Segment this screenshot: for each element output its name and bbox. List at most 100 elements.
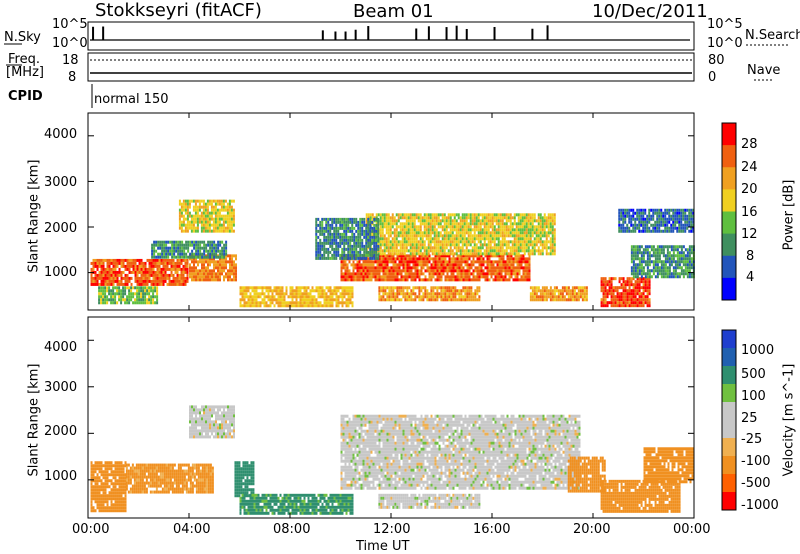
range-cell [201, 263, 203, 267]
range-cell [389, 216, 392, 220]
range-cell [340, 278, 343, 282]
range-cell [579, 292, 582, 296]
range-cell [499, 234, 502, 238]
range-cell [447, 243, 450, 247]
range-cell [483, 216, 486, 220]
range-cell [357, 253, 360, 257]
range-cell [610, 289, 613, 293]
range-cell [196, 199, 199, 203]
range-cell [357, 244, 360, 248]
range-cell [648, 226, 651, 230]
range-cell [469, 228, 472, 232]
range-cell [356, 278, 359, 282]
range-cell [417, 231, 420, 235]
range-cell [626, 214, 629, 218]
range-cell [622, 289, 625, 293]
range-cell [495, 213, 498, 217]
range-cell [193, 269, 195, 273]
range-cell [391, 237, 394, 241]
range-cell [602, 304, 605, 308]
range-cell [377, 232, 380, 236]
range-cell [361, 247, 364, 251]
range-cell [553, 234, 556, 238]
range-cell [384, 275, 387, 279]
range-cell [161, 243, 164, 247]
range-cell [92, 258, 95, 262]
range-cell [311, 286, 314, 290]
range-cell [416, 295, 419, 299]
range-cell [390, 275, 393, 279]
range-cell [545, 234, 548, 238]
range-cell [626, 229, 629, 233]
range-cell [543, 219, 546, 223]
range-cell [269, 295, 272, 299]
range-cell [476, 272, 479, 276]
range-cell [571, 295, 574, 299]
range-cell [96, 264, 99, 268]
range-cell [444, 257, 447, 261]
range-cell [493, 252, 496, 256]
range-cell [355, 241, 358, 245]
range-cell [180, 229, 183, 233]
range-cell [230, 205, 233, 209]
range-cell [553, 240, 556, 244]
range-cell [368, 278, 371, 282]
range-cell [442, 269, 445, 273]
range-cell [638, 208, 641, 212]
range-cell [138, 289, 141, 293]
range-cell [642, 254, 645, 258]
scatter-region-3 [151, 240, 228, 259]
range-cell [351, 301, 354, 305]
range-cell [382, 286, 385, 290]
range-cell [200, 220, 203, 224]
range-cell [169, 249, 172, 253]
range-cell [331, 235, 334, 239]
range-cell [543, 298, 546, 302]
range-cell [431, 231, 434, 235]
range-cell [630, 301, 633, 305]
range-cell [553, 213, 556, 217]
range-cell [356, 272, 359, 276]
range-cell [473, 231, 476, 235]
range-cell [181, 255, 184, 259]
range-cell [319, 304, 322, 308]
range-cell [512, 257, 515, 261]
range-cell [317, 292, 320, 296]
range-cell [192, 217, 195, 221]
range-cell [217, 275, 219, 279]
range-cell [610, 283, 613, 287]
range-cell [547, 295, 550, 299]
range-cell [494, 260, 497, 264]
range-cell [195, 275, 197, 279]
range-cell [616, 286, 619, 290]
range-cell [297, 286, 300, 290]
range-cell [371, 250, 374, 254]
range-cell [382, 289, 385, 293]
range-cell [325, 298, 328, 302]
range-cell [156, 258, 159, 262]
range-cell [229, 272, 231, 276]
range-cell [122, 270, 125, 274]
range-cell [684, 263, 687, 267]
range-cell [176, 267, 179, 271]
scatter-region-0 [90, 258, 189, 286]
range-cell [378, 278, 381, 282]
range-cell [472, 269, 475, 273]
range-cell [416, 260, 419, 264]
range-cell [431, 240, 434, 244]
range-cell [646, 272, 649, 276]
range-cell [471, 246, 474, 250]
range-cell [474, 292, 477, 296]
nsky-tick-bottom: 10^0 [52, 36, 88, 51]
range-cell [231, 269, 233, 273]
range-cell [392, 278, 395, 282]
range-cell [475, 234, 478, 238]
range-cell [460, 266, 463, 270]
range-cell [162, 282, 165, 286]
range-cell [168, 258, 171, 262]
range-cell [507, 246, 510, 250]
range-cell [197, 243, 200, 247]
range-cell [114, 298, 117, 302]
range-cell [541, 292, 544, 296]
range-cell [215, 260, 217, 264]
